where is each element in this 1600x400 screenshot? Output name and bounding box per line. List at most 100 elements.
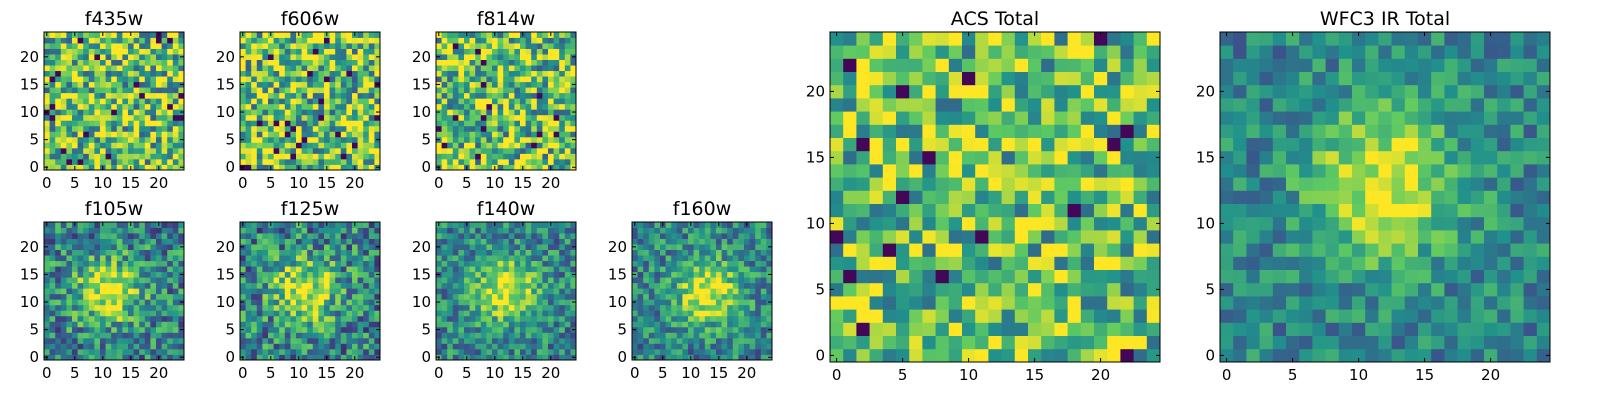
heatmap-cell (167, 37, 174, 44)
heatmap-cell (284, 76, 291, 83)
heatmap-cell (869, 296, 884, 310)
heatmap-cell (346, 233, 353, 239)
axes-frame (435, 221, 577, 361)
heatmap-cell (570, 70, 577, 77)
heatmap-cell (60, 131, 67, 138)
heatmap-cell (882, 177, 897, 191)
heatmap-cell (268, 153, 274, 160)
heatmap-cell (94, 48, 101, 55)
heatmap-cell (312, 142, 319, 149)
heatmap-cell (139, 76, 146, 83)
heatmap-cell (553, 321, 560, 328)
heatmap-cell (693, 293, 700, 300)
heatmap-cell (312, 158, 319, 165)
heatmap-cell (548, 103, 554, 110)
heatmap-cell (492, 103, 498, 110)
heatmap-cell (643, 249, 650, 256)
heatmap-cell (1054, 164, 1068, 178)
heatmap-cell (525, 304, 532, 311)
heatmap-cell (447, 164, 454, 171)
heatmap-cell (436, 131, 442, 138)
heatmap-cell (464, 343, 470, 350)
heatmap-cell (727, 354, 734, 361)
heatmap-cell (245, 81, 252, 88)
heatmap-cell (654, 238, 661, 245)
heatmap-cell (744, 293, 750, 300)
heatmap-cell (469, 98, 476, 105)
heatmap-cell (452, 260, 459, 267)
heatmap-cell (156, 48, 162, 55)
heatmap-cell (307, 326, 314, 333)
heatmap-cell (49, 70, 56, 77)
heatmap-cell (882, 335, 897, 350)
heatmap-cell (55, 87, 62, 94)
heatmap-cell (475, 244, 482, 250)
heatmap-cell (486, 103, 493, 110)
heatmap-cell (492, 244, 498, 250)
heatmap-cell (312, 348, 319, 355)
heatmap-cell (363, 54, 370, 60)
heatmap-cell (357, 222, 364, 228)
heatmap-cell (60, 158, 67, 165)
heatmap-cell (671, 343, 678, 350)
heatmap-cell (1028, 216, 1042, 231)
heatmap-cell (72, 87, 78, 94)
heatmap-cell (1080, 256, 1095, 270)
heatmap-cell (727, 326, 734, 333)
heatmap-cell (88, 321, 95, 328)
heatmap-cell (307, 125, 314, 132)
heatmap-cell (122, 37, 129, 44)
heatmap-cell (290, 326, 297, 333)
heatmap-cell (251, 266, 258, 273)
heatmap-cell (105, 337, 112, 344)
heatmap-cell (357, 131, 364, 138)
heatmap-cell (536, 299, 543, 306)
heatmap-cell (704, 321, 711, 328)
heatmap-cell (77, 266, 84, 273)
heatmap-cell (279, 125, 286, 132)
heatmap-cell (83, 120, 90, 127)
heatmap-cell (335, 43, 342, 49)
heatmap-cell (66, 103, 73, 110)
heatmap-cell (262, 87, 269, 94)
heatmap-cell (111, 332, 118, 339)
heatmap-cell (475, 315, 482, 322)
heatmap-cell (60, 222, 67, 228)
heatmap-cell (55, 103, 62, 110)
heatmap-cell (139, 92, 146, 99)
heatmap-cell (240, 125, 246, 132)
heatmap-cell (296, 48, 302, 55)
heatmap-cell (688, 238, 694, 245)
heatmap-cell (77, 120, 84, 127)
heatmap-cell (721, 321, 728, 328)
heatmap-cell (975, 230, 989, 244)
heatmap-cell (105, 125, 112, 132)
heatmap-cell (497, 244, 504, 250)
heatmap-cell (312, 43, 319, 49)
heatmap-cell (486, 343, 493, 350)
heatmap-cell (374, 48, 381, 55)
heatmap-cell (251, 142, 258, 149)
heatmap-cell (133, 43, 140, 49)
heatmap-cell (88, 282, 95, 289)
heatmap-cell (531, 222, 538, 228)
heatmap-cell (139, 48, 146, 55)
heatmap-cell (469, 32, 476, 38)
heatmap-cell (548, 76, 554, 83)
heatmap-cell (268, 321, 274, 328)
heatmap-cell (167, 59, 174, 66)
heatmap-cell (329, 98, 336, 105)
heatmap-cell (357, 59, 364, 66)
heatmap-cell (480, 233, 487, 239)
heatmap-cell (245, 299, 252, 306)
heatmap-cell (480, 321, 487, 328)
heatmap-cell (55, 343, 62, 350)
heatmap-cell (301, 271, 308, 278)
heatmap-cell (542, 249, 549, 256)
heatmap-cell (77, 315, 84, 322)
heatmap-cell (559, 164, 566, 171)
heatmap-cell (542, 37, 549, 44)
heatmap-cell (94, 343, 101, 350)
heatmap-cell (290, 32, 297, 38)
heatmap-cell (55, 304, 62, 311)
